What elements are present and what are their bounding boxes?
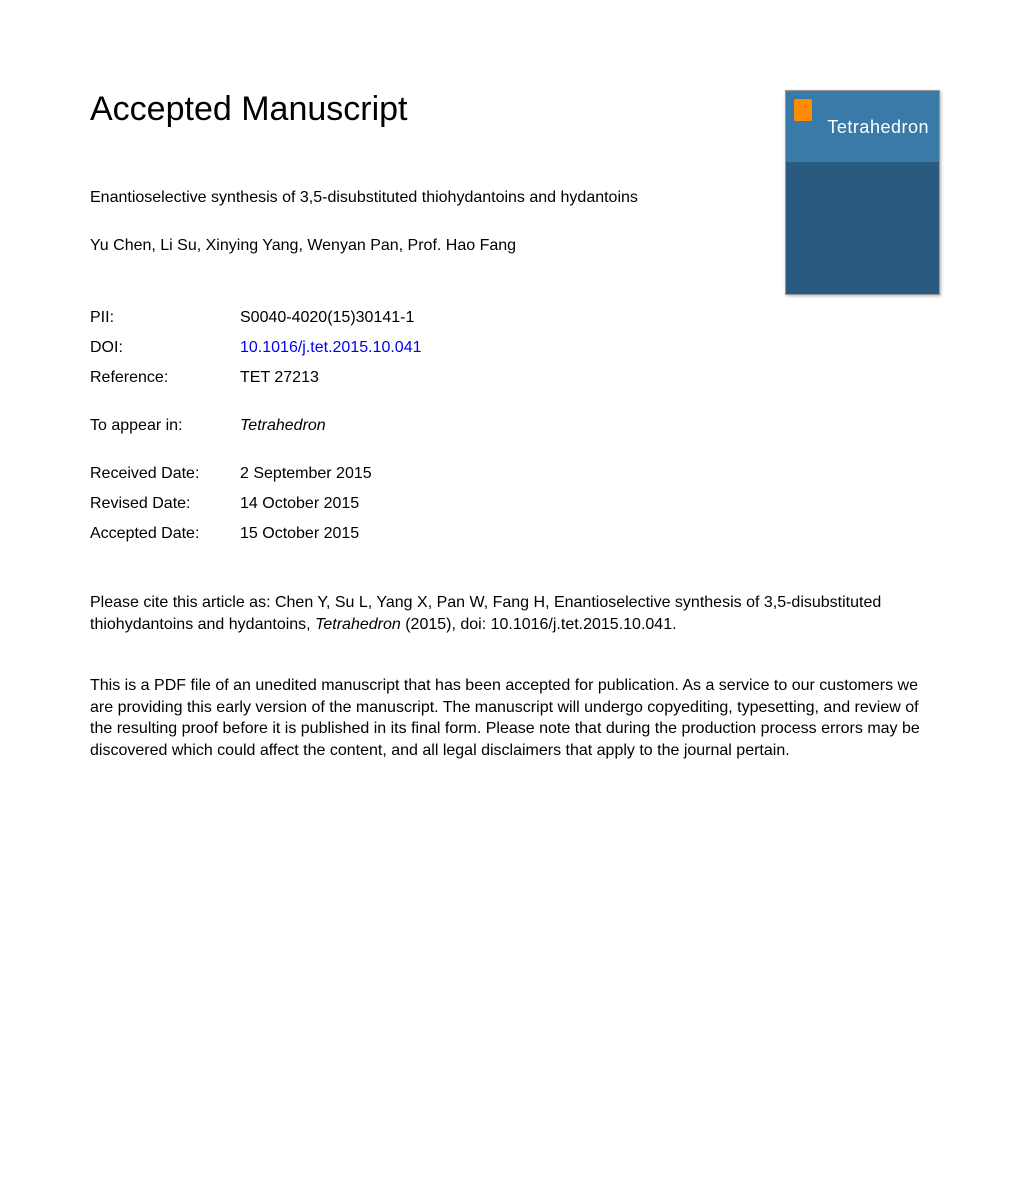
meta-label: DOI: [90,340,240,356]
meta-row-pii: PII: S0040-4020(15)30141-1 [90,310,940,326]
meta-row-reference: Reference: TET 27213 [90,370,940,386]
doi-link[interactable]: 10.1016/j.tet.2015.10.041 [240,339,422,356]
citation-suffix: (2015), doi: 10.1016/j.tet.2015.10.041. [401,616,677,633]
meta-label: PII: [90,310,240,326]
meta-value: S0040-4020(15)30141-1 [240,310,940,326]
journal-cover-subtitle [794,141,931,153]
meta-label: Accepted Date: [90,526,240,542]
meta-row-appear: To appear in: Tetrahedron [90,418,940,434]
journal-cover-thumbnail: Tetrahedron [785,90,940,295]
meta-label: To appear in: [90,418,240,434]
meta-value: 15 October 2015 [240,526,940,542]
elsevier-logo-icon [794,99,812,121]
meta-row-accepted: Accepted Date: 15 October 2015 [90,526,940,542]
citation-text: Please cite this article as: Chen Y, Su … [90,592,920,635]
meta-label: Reference: [90,370,240,386]
meta-value: 14 October 2015 [240,496,940,512]
meta-label: Received Date: [90,466,240,482]
article-title: Enantioselective synthesis of 3,5-disubs… [90,189,780,207]
metadata-table: PII: S0040-4020(15)30141-1 DOI: 10.1016/… [90,310,940,542]
disclaimer-text: This is a PDF file of an unedited manusc… [90,675,940,761]
meta-row-received: Received Date: 2 September 2015 [90,466,940,482]
meta-row-revised: Revised Date: 14 October 2015 [90,496,940,512]
meta-value: TET 27213 [240,370,940,386]
citation-journal: Tetrahedron [315,616,401,633]
meta-value: 2 September 2015 [240,466,940,482]
meta-value: 10.1016/j.tet.2015.10.041 [240,340,940,356]
meta-value: Tetrahedron [240,418,940,434]
journal-cover-name: Tetrahedron [827,117,929,138]
meta-label: Revised Date: [90,496,240,512]
meta-row-doi: DOI: 10.1016/j.tet.2015.10.041 [90,340,940,356]
